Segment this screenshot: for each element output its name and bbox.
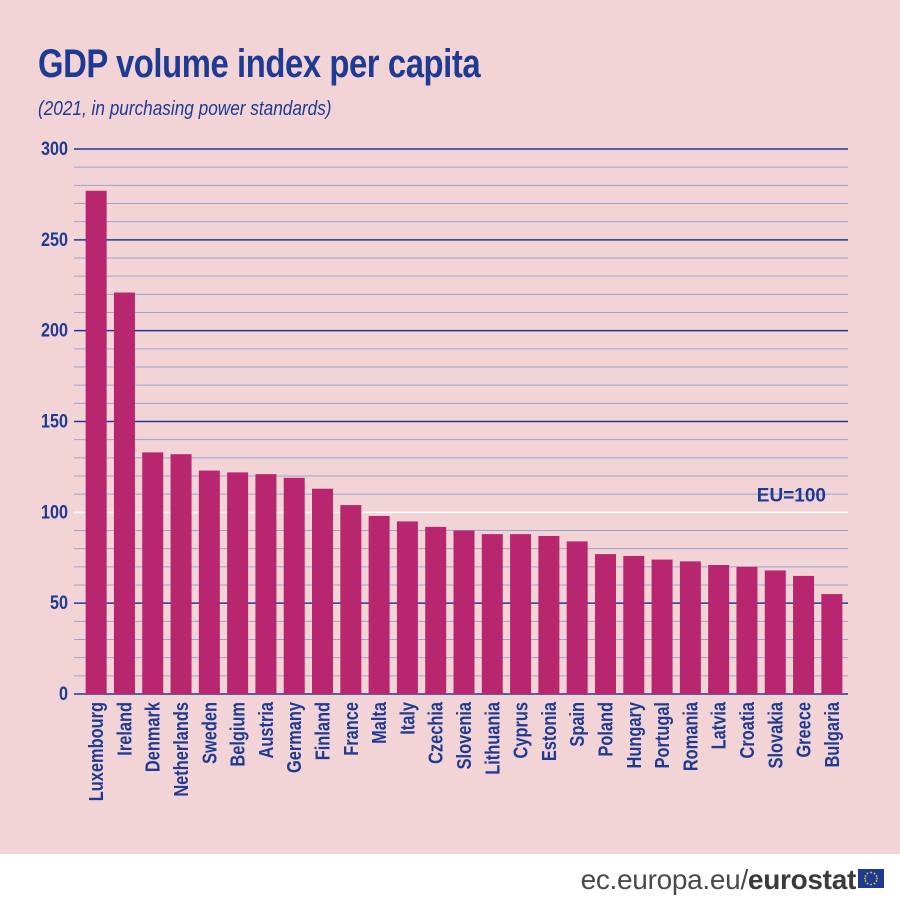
x-tick-label: Ireland xyxy=(113,702,136,756)
x-tick-label: Spain xyxy=(566,702,589,747)
x-tick-label: Cyprus xyxy=(509,702,532,758)
y-tick-label: 150 xyxy=(41,410,68,432)
x-tick-label: Italy xyxy=(396,701,419,735)
x-tick-label: Netherlands xyxy=(169,702,192,797)
bar-italy xyxy=(396,521,418,694)
footer: ec.europa.eu/eurostat xyxy=(0,854,900,900)
bar-hungary xyxy=(623,555,645,694)
x-tick-label: Romania xyxy=(679,701,702,771)
x-tick-label: Bulgaria xyxy=(820,701,843,767)
footer-site: ec.europa.eu/ xyxy=(580,864,749,895)
y-tick-label: 0 xyxy=(59,683,68,705)
bar-germany xyxy=(283,477,305,694)
bar-netherlands xyxy=(170,454,192,694)
y-tick-label: 300 xyxy=(41,138,68,160)
bar-czechia xyxy=(425,526,447,694)
x-tick-label: Croatia xyxy=(735,701,758,758)
bar-portugal xyxy=(651,559,673,694)
bar-romania xyxy=(679,561,701,694)
y-tick-label: 100 xyxy=(41,501,68,523)
bar-sweden xyxy=(198,470,220,694)
bar-slovakia xyxy=(764,570,786,694)
bar-denmark xyxy=(142,452,164,694)
bar-lithuania xyxy=(481,534,503,694)
chart-subtitle: (2021, in purchasing power standards) xyxy=(38,98,332,120)
x-tick-label: Greece xyxy=(792,702,815,758)
x-tick-label: Malta xyxy=(368,701,391,744)
chart-title: GDP volume index per capita xyxy=(38,42,481,86)
bar-ireland xyxy=(113,292,135,694)
x-tick-label: Slovakia xyxy=(764,701,787,768)
x-tick-label: Germany xyxy=(283,701,306,773)
y-tick-label: 200 xyxy=(41,319,68,341)
x-tick-label: Latvia xyxy=(707,701,730,749)
bar-luxembourg xyxy=(85,190,107,695)
x-tick-label: Lithuania xyxy=(481,701,504,775)
bar-croatia xyxy=(736,566,758,694)
bar-cyprus xyxy=(510,534,532,694)
bar-latvia xyxy=(708,565,730,694)
x-tick-label: Denmark xyxy=(141,701,164,772)
x-tick-label: Estonia xyxy=(537,701,560,761)
reference-line-label: EU=100 xyxy=(757,485,826,506)
y-tick-label: 250 xyxy=(41,229,68,251)
bar-greece xyxy=(793,575,815,694)
bar-spain xyxy=(566,541,588,694)
x-tick-label: Finland xyxy=(311,702,334,760)
footer-link[interactable]: ec.europa.eu/eurostat xyxy=(580,864,857,896)
x-tick-label: Sweden xyxy=(198,702,221,764)
x-tick-label: France xyxy=(339,702,362,756)
x-tick-label: Czechia xyxy=(424,701,447,764)
x-tick-label: Portugal xyxy=(650,702,673,768)
bar-bulgaria xyxy=(821,594,843,694)
x-tick-label: Belgium xyxy=(226,702,249,767)
bar-belgium xyxy=(227,472,249,694)
eu-flag-icon xyxy=(858,869,884,888)
bar-malta xyxy=(368,515,390,694)
bar-estonia xyxy=(538,535,560,694)
bar-slovenia xyxy=(453,530,475,694)
bar-france xyxy=(340,505,362,694)
bar-chart: 0 50 100 150 200 250 300 Luxembourg Ireland Denma… xyxy=(41,138,848,801)
chart-panel xyxy=(0,0,900,854)
footer-brand: eurostat xyxy=(747,864,856,895)
x-tick-label: Luxembourg xyxy=(85,702,108,801)
bar-austria xyxy=(255,474,277,694)
bar-finland xyxy=(312,488,334,694)
y-tick-label: 50 xyxy=(50,592,68,614)
x-tick-label: Poland xyxy=(594,702,617,757)
x-tick-label: Austria xyxy=(254,701,277,758)
bar-poland xyxy=(594,554,616,694)
x-tick-label: Slovenia xyxy=(452,701,475,769)
x-tick-label: Hungary xyxy=(622,701,645,768)
